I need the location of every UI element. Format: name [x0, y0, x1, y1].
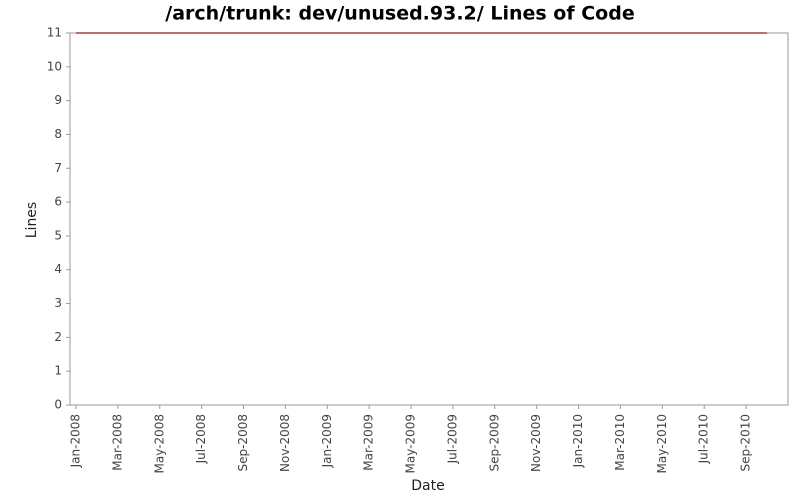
y-tick-label: 10: [47, 59, 62, 73]
x-tick-label: Jul-2008: [194, 414, 208, 464]
y-tick-label: 5: [54, 228, 62, 242]
y-tick-label: 2: [54, 330, 62, 344]
y-tick-label: 7: [54, 161, 62, 175]
x-tick-label: Nov-2008: [278, 414, 292, 472]
x-tick-label: May-2010: [655, 414, 669, 473]
y-tick-label: 8: [54, 127, 62, 141]
chart-title: /arch/trunk: dev/unused.93.2/ Lines of C…: [165, 3, 634, 25]
x-tick-label: Mar-2009: [362, 414, 376, 471]
x-tick-label: Mar-2008: [110, 414, 124, 471]
x-tick-label: Jul-2010: [697, 414, 711, 464]
x-tick-label: May-2009: [404, 414, 418, 473]
x-tick-label: Jan-2010: [571, 414, 585, 468]
x-tick-label: May-2008: [152, 414, 166, 473]
y-tick-label: 11: [47, 26, 62, 40]
x-axis-title: Date: [411, 478, 444, 494]
x-tick-label: Sep-2008: [236, 414, 250, 472]
x-tick-label: Mar-2010: [613, 414, 627, 471]
x-tick-label: Jan-2009: [320, 414, 334, 468]
plot-area: [69, 32, 789, 406]
y-tick-label: 0: [54, 398, 62, 412]
y-tick-label: 6: [54, 195, 62, 209]
y-tick-label: 1: [54, 364, 62, 378]
x-tick-label: Nov-2009: [529, 414, 543, 472]
x-tick-label: Sep-2009: [487, 414, 501, 472]
x-tick-label: Sep-2010: [739, 414, 753, 472]
x-tick-label: Jul-2009: [445, 414, 459, 464]
y-tick-label: 4: [54, 262, 62, 276]
x-tick-label: Jan-2008: [69, 414, 83, 468]
y-axis-title: Lines: [24, 202, 40, 238]
y-tick-label: 3: [54, 296, 62, 310]
y-tick-label: 9: [54, 93, 62, 107]
